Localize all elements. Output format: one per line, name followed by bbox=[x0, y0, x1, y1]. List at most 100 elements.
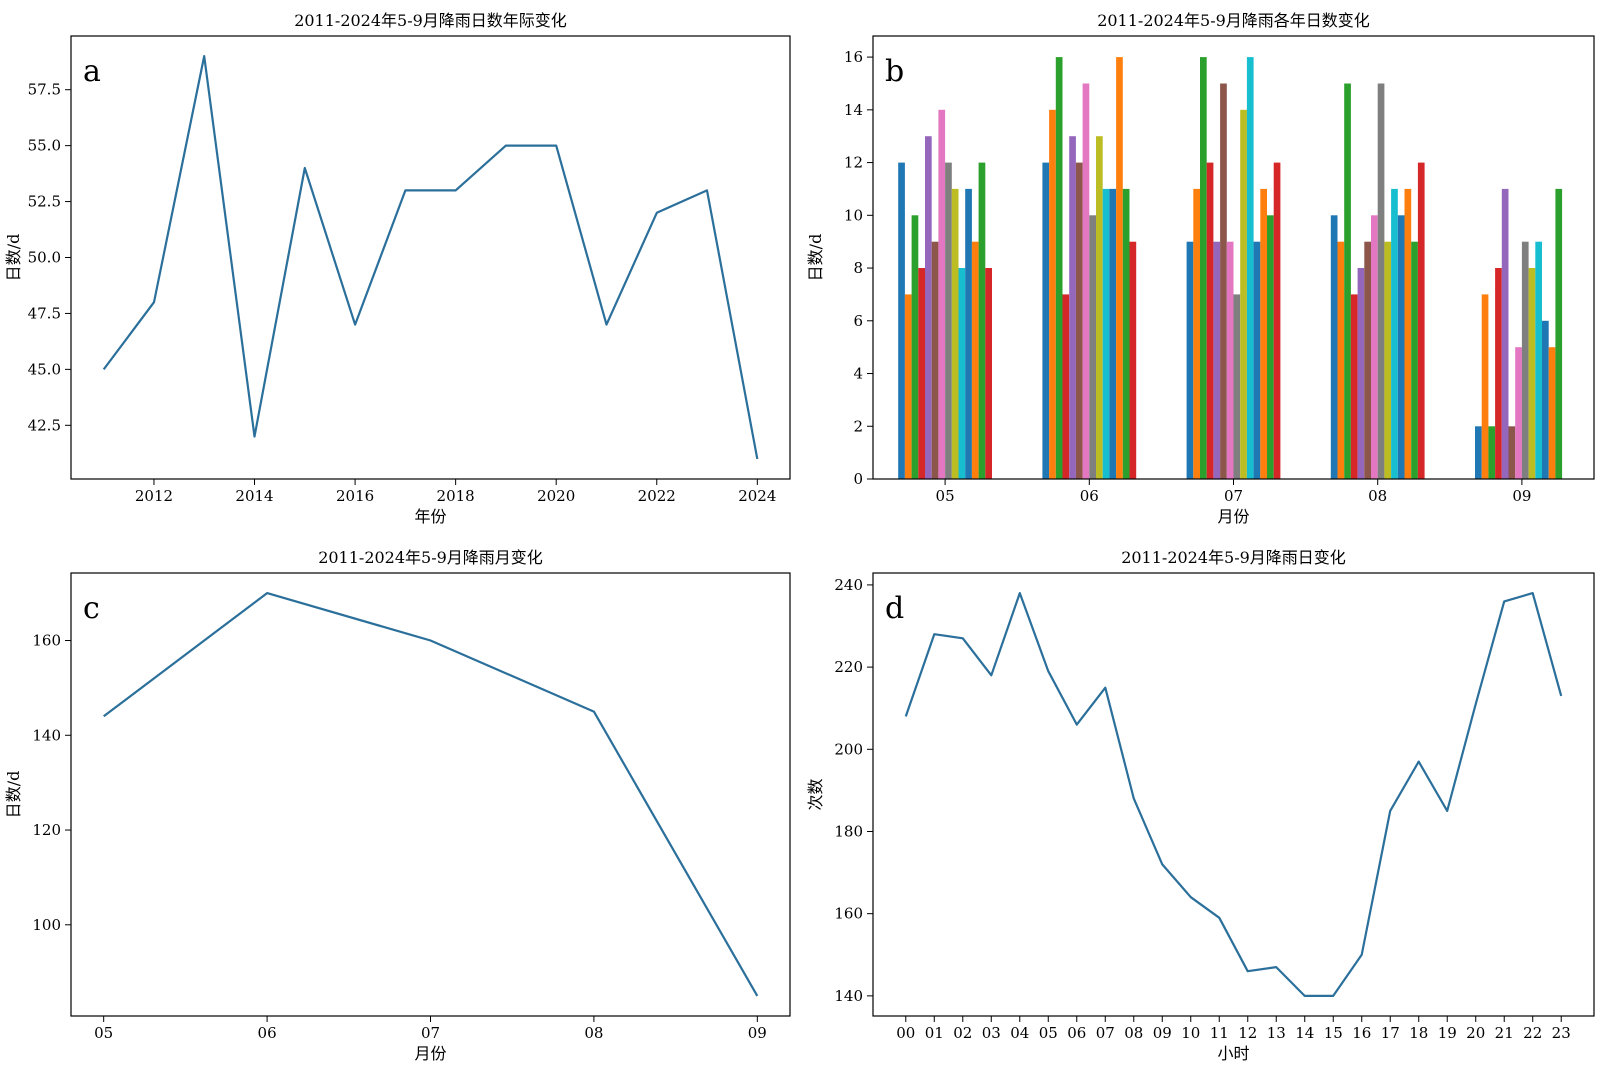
data-point bbox=[102, 368, 105, 371]
data-point bbox=[933, 633, 936, 636]
panel-d: 00 01 02 03 04 05 06 07 08 09 10 11 12 13 14 15 16 17 18 19… bbox=[806, 548, 1595, 1063]
bar bbox=[1337, 241, 1345, 479]
y-tick-label: 55.0 bbox=[28, 137, 61, 155]
data-point bbox=[1303, 994, 1306, 997]
bar bbox=[1508, 426, 1516, 479]
data-point bbox=[1332, 994, 1335, 997]
x-tick-label: 2022 bbox=[638, 487, 676, 505]
x-axis-label: 月份 bbox=[1217, 507, 1249, 526]
bar bbox=[1350, 294, 1358, 479]
x-tick-label: 2012 bbox=[135, 487, 173, 505]
panel-letter: d bbox=[885, 591, 904, 626]
data-point bbox=[253, 435, 256, 438]
data-point bbox=[1104, 686, 1107, 689]
bar bbox=[1515, 347, 1522, 479]
x-tick-label: 06 bbox=[258, 1024, 277, 1042]
bar bbox=[1253, 241, 1261, 479]
x-tick-label: 2024 bbox=[738, 487, 776, 505]
bar bbox=[1193, 188, 1200, 479]
bar bbox=[1233, 294, 1241, 479]
data-point bbox=[1417, 760, 1420, 763]
x-tick-label: 01 bbox=[925, 1024, 944, 1042]
x-tick-label: 08 bbox=[1124, 1024, 1143, 1042]
data-point bbox=[1018, 592, 1021, 595]
chart-title: 2011-2024年5-9月降雨各年日数变化 bbox=[1097, 11, 1370, 30]
data-point bbox=[756, 994, 759, 997]
x-tick-label: 06 bbox=[1067, 1024, 1086, 1042]
x-tick-label: 09 bbox=[1512, 487, 1531, 505]
bar bbox=[1391, 188, 1398, 479]
panel-c: 05 06 07 08 09 100 120 140 160 2011-2024年5-9月降雨月变… bbox=[4, 548, 791, 1063]
data-point bbox=[1161, 863, 1164, 866]
data-point bbox=[1218, 916, 1221, 919]
bar bbox=[1521, 241, 1529, 479]
x-tick-label: 06 bbox=[1080, 487, 1099, 505]
bar bbox=[1528, 268, 1536, 479]
data-point bbox=[706, 189, 709, 192]
y-tick-label: 8 bbox=[853, 259, 863, 277]
x-tick-label: 23 bbox=[1552, 1024, 1571, 1042]
bar bbox=[958, 268, 966, 479]
bar bbox=[1186, 241, 1194, 479]
plot-frame bbox=[70, 572, 791, 1017]
data-point bbox=[203, 55, 206, 58]
y-tick-label: 240 bbox=[834, 576, 863, 594]
bar bbox=[1246, 57, 1254, 479]
y-tick-label: 140 bbox=[32, 726, 61, 744]
x-tick-label: 05 bbox=[1039, 1024, 1058, 1042]
x-tick-label: 13 bbox=[1267, 1024, 1286, 1042]
bar bbox=[1411, 241, 1418, 479]
x-tick-label: 12 bbox=[1238, 1024, 1257, 1042]
panel-letter: a bbox=[83, 54, 101, 89]
data-point bbox=[1047, 670, 1050, 673]
bar bbox=[925, 136, 932, 479]
bar bbox=[985, 268, 992, 479]
panel-letter: b bbox=[885, 54, 904, 89]
x-tick-label: 05 bbox=[936, 487, 955, 505]
y-tick-label: 220 bbox=[834, 658, 863, 676]
x-tick-label: 15 bbox=[1324, 1024, 1343, 1042]
bar bbox=[1213, 241, 1221, 479]
bar bbox=[1397, 215, 1405, 480]
x-tick-label: 2014 bbox=[235, 487, 273, 505]
data-point bbox=[1275, 966, 1278, 969]
bar bbox=[1122, 188, 1130, 479]
bar bbox=[911, 215, 919, 480]
data-point bbox=[1503, 600, 1506, 603]
y-tick-label: 16 bbox=[844, 48, 863, 66]
chart-title: 2011-2024年5-9月降雨日数年际变化 bbox=[294, 11, 567, 30]
x-tick-label: 09 bbox=[748, 1024, 767, 1042]
x-tick-label: 18 bbox=[1409, 1024, 1428, 1042]
data-point bbox=[266, 592, 269, 595]
bar bbox=[1260, 188, 1267, 479]
y-tick-label: 50.0 bbox=[28, 249, 61, 267]
x-tick-label: 14 bbox=[1295, 1024, 1314, 1042]
bar bbox=[1377, 83, 1385, 479]
x-tick-label: 2018 bbox=[437, 487, 475, 505]
bar bbox=[1226, 241, 1234, 479]
plot-frame bbox=[872, 572, 1595, 1017]
panel-a: 2012 2014 2016 2018 2020 2022 2024 42.5 45.0 47.5… bbox=[4, 11, 791, 526]
bar bbox=[1075, 162, 1083, 479]
x-tick-label: 03 bbox=[982, 1024, 1001, 1042]
chart-title: 2011-2024年5-9月降雨月变化 bbox=[318, 548, 543, 567]
bar bbox=[1364, 241, 1371, 479]
data-point bbox=[504, 144, 507, 147]
bar bbox=[951, 188, 959, 479]
x-tick-label: 2016 bbox=[336, 487, 374, 505]
bar bbox=[1344, 83, 1351, 479]
y-tick-label: 180 bbox=[834, 822, 863, 840]
y-tick-label: 120 bbox=[32, 821, 61, 839]
data-point bbox=[904, 715, 907, 718]
y-tick-label: 140 bbox=[834, 987, 863, 1005]
x-tick-label: 17 bbox=[1381, 1024, 1400, 1042]
y-axis-label: 日数/d bbox=[4, 234, 23, 282]
bar bbox=[1481, 294, 1489, 479]
bar bbox=[1089, 215, 1096, 480]
x-tick-label: 20 bbox=[1466, 1024, 1485, 1042]
y-tick-label: 160 bbox=[32, 632, 61, 650]
bar bbox=[904, 294, 912, 479]
data-point bbox=[102, 715, 105, 718]
x-tick-label: 04 bbox=[1010, 1024, 1029, 1042]
